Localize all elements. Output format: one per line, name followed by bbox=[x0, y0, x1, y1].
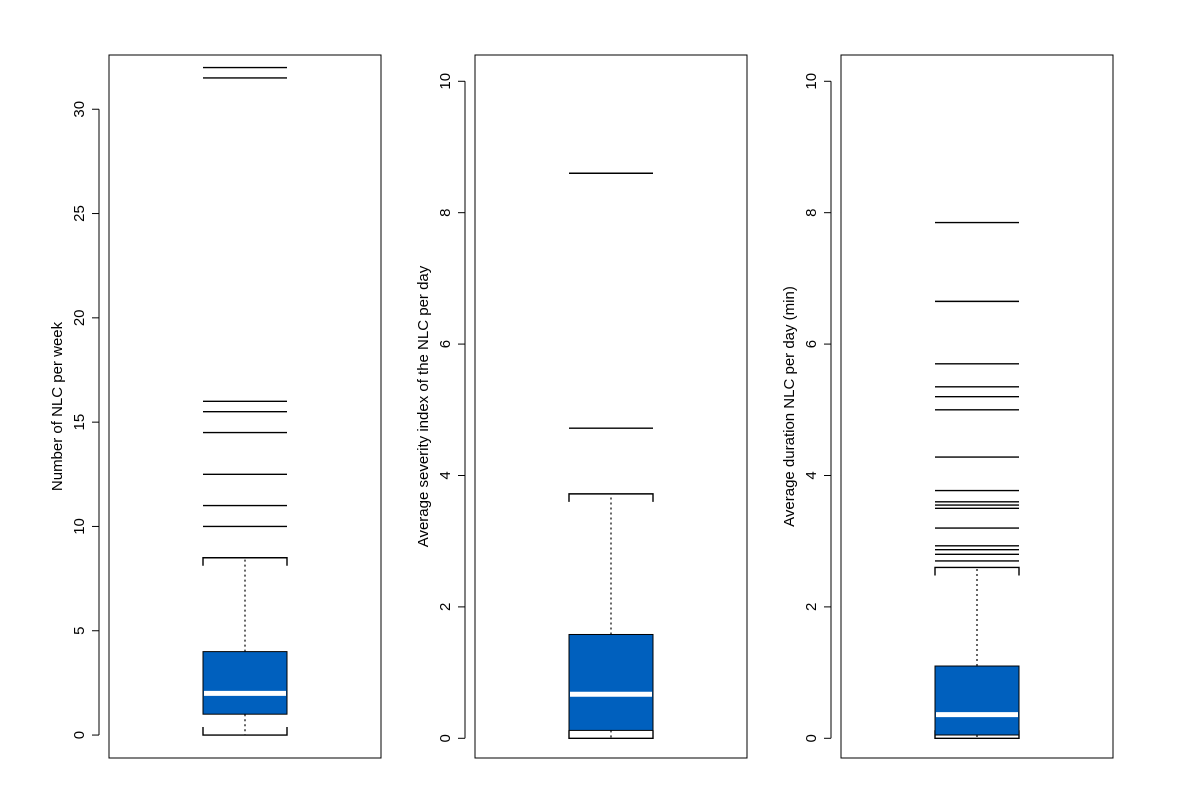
y-tick-label: 15 bbox=[71, 414, 88, 431]
boxplot-panel-2: 0 2 4 6 8 10 Average severity index of the NLC… bbox=[415, 54, 748, 759]
y-tick-label: 8 bbox=[803, 209, 820, 217]
y-tick-label: 2 bbox=[803, 603, 820, 611]
plot-frame bbox=[840, 54, 1114, 759]
y-axis-label: Number of NLC per week bbox=[49, 321, 66, 491]
y-tick-label: 6 bbox=[437, 340, 454, 348]
y-tick-label: 10 bbox=[437, 73, 454, 90]
plot-frame bbox=[108, 54, 382, 759]
iqr-box bbox=[568, 633, 654, 731]
y-tick-label: 4 bbox=[437, 471, 454, 479]
y-axis-label: Average duration NLC per day (min) bbox=[781, 286, 798, 527]
y-tick-label: 8 bbox=[437, 209, 454, 217]
y-tick-label: 30 bbox=[71, 101, 88, 118]
lower-whisker-cap bbox=[568, 730, 654, 739]
y-tick-label: 0 bbox=[803, 734, 820, 742]
upper-whisker-cap bbox=[568, 493, 654, 502]
upper-whisker-cap bbox=[934, 566, 1020, 576]
iqr-box bbox=[934, 665, 1020, 736]
y-tick-label: 5 bbox=[71, 627, 88, 635]
upper-whisker-cap bbox=[202, 557, 288, 566]
y-tick-label: 0 bbox=[71, 731, 88, 739]
boxplot-panel-3: 0 2 4 6 8 10 Average duration NLC per day (min… bbox=[781, 54, 1114, 759]
y-tick-label: 20 bbox=[71, 309, 88, 326]
lower-whisker-cap bbox=[202, 727, 288, 736]
boxplot-panel-1: 0 5 10 15 20 25 30 Number of NLC per week bbox=[49, 54, 382, 759]
y-tick-label: 2 bbox=[437, 603, 454, 611]
y-tick-label: 25 bbox=[71, 205, 88, 222]
y-tick-label: 0 bbox=[437, 734, 454, 742]
plot-frame bbox=[474, 54, 748, 759]
y-axis-label: Average severity index of the NLC per da… bbox=[415, 265, 432, 547]
y-tick-label: 10 bbox=[803, 73, 820, 90]
y-tick-label: 6 bbox=[803, 340, 820, 348]
y-tick-label: 10 bbox=[71, 518, 88, 535]
y-tick-label: 4 bbox=[803, 471, 820, 479]
iqr-box bbox=[202, 651, 288, 715]
